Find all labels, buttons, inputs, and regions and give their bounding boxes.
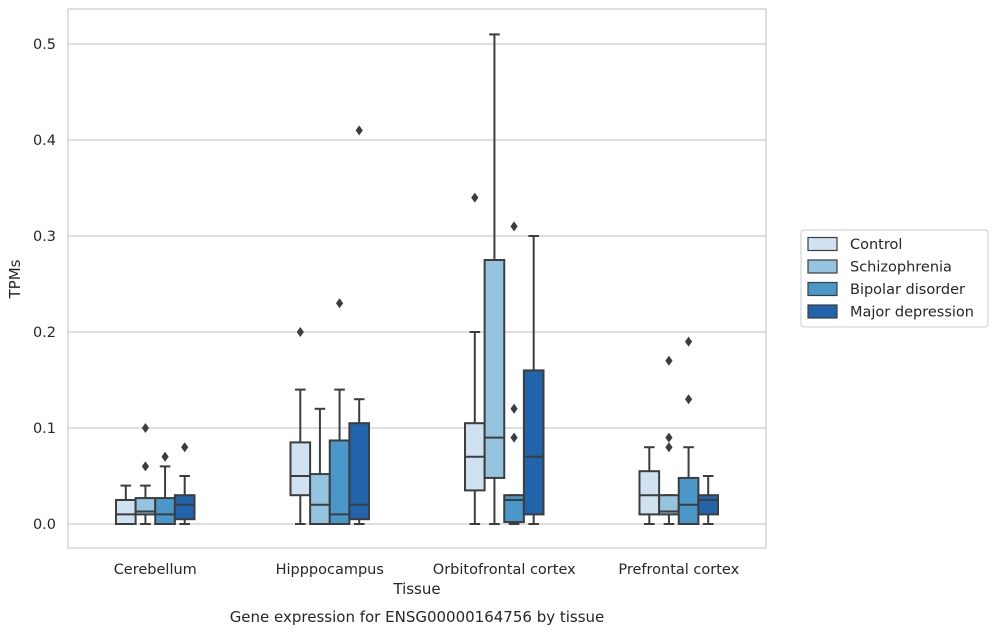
x-tick-label: Prefrontal cortex	[618, 562, 739, 578]
x-axis-label: Tissue	[392, 580, 440, 598]
legend-swatch	[807, 259, 838, 274]
legend-swatch	[807, 236, 838, 252]
legend-label: Major depression	[850, 305, 974, 321]
outlier-point	[141, 423, 150, 433]
y-tick-label: 0.0	[33, 517, 56, 533]
box	[677, 476, 700, 526]
box-group	[173, 442, 196, 525]
outlier-point	[684, 394, 693, 405]
box	[638, 470, 661, 516]
box	[697, 494, 720, 516]
outlier-point	[471, 192, 479, 203]
box-group	[134, 423, 157, 525]
box	[522, 369, 545, 516]
box-group	[463, 192, 486, 525]
legend-entries: Control Schizophrenia Bipolar disorder Majo…	[807, 236, 974, 321]
outlier-point	[510, 221, 518, 232]
outlier-point	[510, 432, 518, 443]
box-group	[658, 355, 680, 525]
box	[289, 441, 312, 497]
y-tick-label: 0.4	[33, 133, 56, 149]
outlier-point	[335, 298, 344, 309]
box-group	[522, 235, 545, 525]
y-tick-label: 0.2	[33, 325, 56, 341]
legend-swatch	[807, 304, 838, 319]
outlier-point	[141, 461, 150, 472]
box	[348, 422, 371, 521]
legend-label: Bipolar disorder	[850, 282, 965, 298]
legend: Control Schizophrenia Bipolar disorder Majo…	[800, 229, 989, 328]
box	[114, 499, 137, 525]
outlier-point	[161, 451, 169, 462]
legend-label: Schizophrenia	[850, 260, 952, 276]
outlier-point	[684, 336, 693, 347]
x-tick-label: Hipppocampus	[276, 562, 384, 578]
legend-label: Control	[850, 237, 902, 253]
legend-frame	[800, 229, 989, 328]
box-group	[503, 221, 525, 525]
box-group	[697, 475, 720, 525]
x-tick-labels: Cerebellum Hipppocampus Orbitofrontal cort…	[114, 562, 740, 578]
box	[309, 473, 331, 525]
box-group	[638, 446, 661, 525]
outlier-point	[296, 327, 304, 337]
x-tick-label: Cerebellum	[114, 562, 197, 578]
box-group	[483, 33, 506, 525]
outlier-point	[355, 125, 363, 136]
y-tick-label: 0.1	[33, 421, 56, 437]
legend-swatch	[807, 281, 838, 297]
outlier-point	[665, 432, 673, 443]
plot-frame	[67, 8, 767, 549]
box-plots	[114, 33, 720, 526]
y-tick-labels: 0.0 0.1 0.2 0.3 0.4 0.5	[33, 37, 56, 533]
box-group	[677, 336, 700, 526]
y-tick-label: 0.3	[33, 229, 56, 245]
outlier-point	[665, 442, 673, 453]
box-group	[289, 327, 312, 525]
box	[483, 259, 506, 479]
outlier-point	[181, 442, 189, 453]
box	[328, 439, 351, 526]
x-tick-label: Orbitofrontal cortex	[433, 562, 576, 578]
outlier-point	[665, 355, 673, 366]
box	[154, 497, 176, 525]
y-axis-label: TPMs	[6, 259, 24, 299]
box	[173, 494, 196, 521]
chart-title: Gene expression for ENSG00000164756 by t…	[230, 608, 605, 626]
box-group	[348, 125, 371, 525]
y-tick-label: 0.5	[33, 37, 56, 53]
outlier-point	[510, 403, 518, 414]
